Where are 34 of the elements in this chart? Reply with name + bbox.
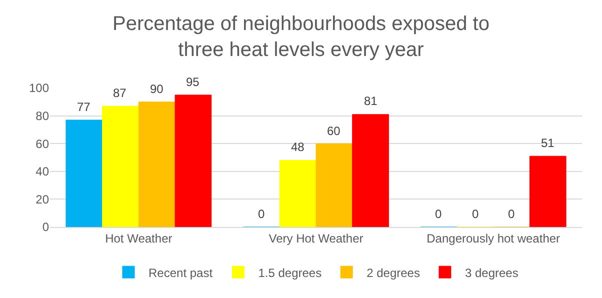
- data-label: 48: [291, 140, 305, 154]
- data-label: 87: [113, 86, 127, 100]
- legend-label: 1.5 degrees: [258, 266, 322, 280]
- x-tick-label: Hot Weather: [105, 231, 172, 246]
- bar: [138, 102, 176, 227]
- data-label: 77: [77, 100, 91, 114]
- y-tick-label: 80: [36, 109, 50, 123]
- y-tick-label: 40: [36, 164, 50, 179]
- legend-label: 2 degrees: [366, 266, 420, 280]
- data-label: 0: [508, 207, 515, 221]
- bar: [102, 106, 139, 227]
- bar: [279, 160, 316, 227]
- data-label: 81: [364, 94, 378, 108]
- y-tick-label: 0: [42, 220, 50, 234]
- data-label: 60: [327, 124, 341, 138]
- data-label: 0: [472, 207, 479, 221]
- y-tick-label: 20: [36, 192, 50, 206]
- legend-label: Recent past: [148, 266, 214, 280]
- bar: [352, 114, 389, 227]
- chart-title: Percentage of neighbourhoods exposed to three heat levels every year: [112, 12, 490, 61]
- data-label: 0: [258, 207, 265, 221]
- y-tick-label: 100: [28, 81, 50, 96]
- y-tick-label: 60: [36, 136, 50, 151]
- bar: [66, 120, 103, 227]
- data-label: 0: [435, 207, 442, 221]
- data-label: 95: [186, 75, 200, 89]
- x-tick-label: Very Hot Weather: [268, 231, 364, 246]
- x-tick-label: Dangerously hot weather: [426, 231, 560, 246]
- legend-label: 3 degrees: [464, 266, 518, 280]
- bar: [316, 143, 353, 227]
- bar: [174, 94, 212, 227]
- bar: [529, 156, 566, 227]
- data-label: 90: [150, 82, 164, 96]
- data-label: 51: [541, 136, 555, 150]
